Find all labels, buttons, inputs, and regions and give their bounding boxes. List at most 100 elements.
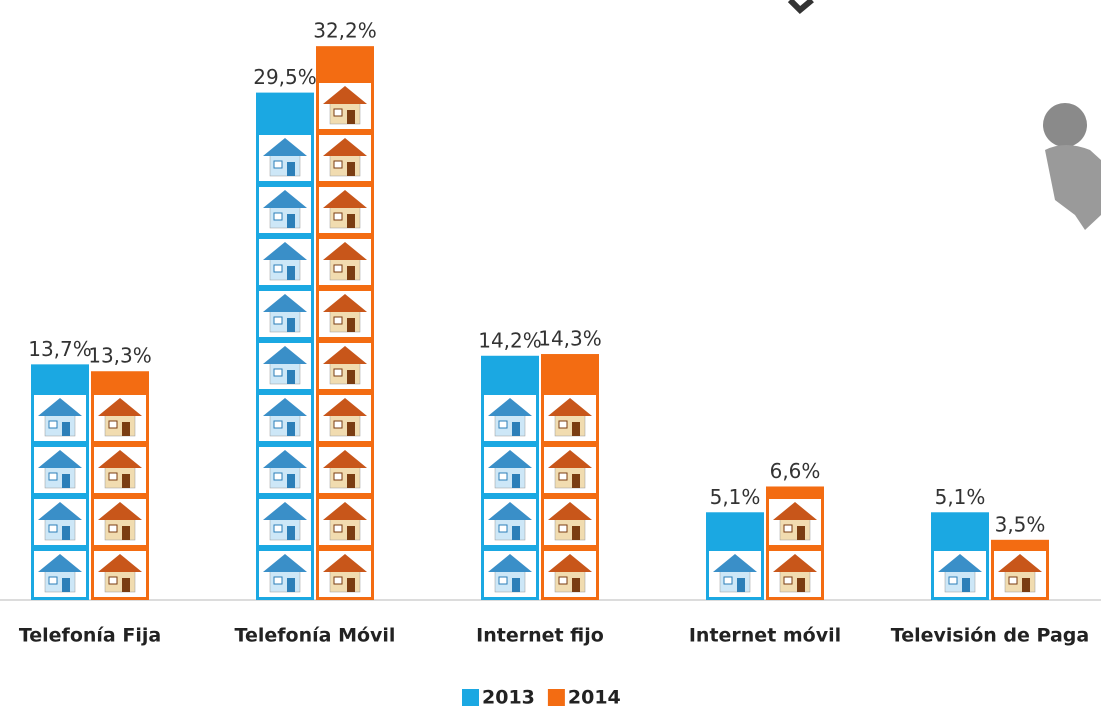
pictogram-roof	[998, 554, 1042, 572]
pictogram-door	[287, 318, 295, 332]
pictogram-door	[62, 578, 70, 592]
pictogram-roof	[263, 138, 307, 156]
x-tick-label: Televisión de Paga	[891, 625, 1089, 647]
pictogram-window	[333, 472, 343, 481]
pictogram-door	[797, 578, 805, 592]
pictogram-roof	[323, 346, 367, 364]
x-tick-label: Internet móvil	[689, 625, 841, 647]
pictogram	[94, 395, 146, 441]
pictogram-roof	[548, 398, 592, 416]
pictogram-window	[783, 524, 793, 533]
pictogram-window	[723, 576, 733, 585]
pictogram-window	[48, 576, 58, 585]
value-label: 13,7%	[28, 337, 92, 361]
pictogram-roof	[263, 398, 307, 416]
pictogram-window	[498, 472, 508, 481]
pictogram-window	[273, 524, 283, 533]
pictogram-window	[783, 576, 793, 585]
pictogram-roof	[323, 554, 367, 572]
pictogram	[319, 83, 371, 129]
pictogram-door	[572, 578, 580, 592]
pictogram	[544, 551, 596, 597]
pictogram-window	[498, 524, 508, 533]
pictogram-door	[122, 526, 130, 540]
pictogram-door	[512, 578, 520, 592]
value-label: 14,3%	[538, 327, 602, 351]
pictogram-window	[333, 212, 343, 221]
pictogram-window	[498, 576, 508, 585]
pictogram-door	[737, 578, 745, 592]
pictogram-roof	[713, 554, 757, 572]
pictogram	[484, 499, 536, 545]
pictogram-door	[62, 474, 70, 488]
pictogram-roof	[323, 86, 367, 104]
pictogram-door	[287, 162, 295, 176]
pictogram-door	[572, 526, 580, 540]
pictogram	[544, 447, 596, 493]
pictogram-roof	[263, 554, 307, 572]
pictogram	[544, 395, 596, 441]
pictogram	[484, 395, 536, 441]
pictogram	[259, 291, 311, 337]
pictogram-roof	[98, 398, 142, 416]
pictogram-door	[287, 370, 295, 384]
pictogram-door	[122, 474, 130, 488]
legend-swatch	[547, 689, 565, 706]
pictogram-roof	[323, 398, 367, 416]
pictogram-window	[273, 160, 283, 169]
value-label: 14,2%	[478, 328, 542, 352]
pictogram-door	[287, 578, 295, 592]
pictogram-window	[333, 160, 343, 169]
value-label: 5,1%	[710, 485, 761, 509]
pictogram	[259, 447, 311, 493]
pictogram-door	[62, 526, 70, 540]
pictogram-door	[512, 474, 520, 488]
pictogram-window	[273, 212, 283, 221]
pictogram-door	[347, 422, 355, 436]
pictogram	[319, 343, 371, 389]
pictogram-window	[333, 316, 343, 325]
pictogram-window	[108, 524, 118, 533]
pictogram-roof	[263, 450, 307, 468]
pictogram-door	[287, 266, 295, 280]
pictogram-door	[287, 422, 295, 436]
pictogram-roof	[38, 450, 82, 468]
pictogram-window	[48, 472, 58, 481]
pictogram-roof	[98, 554, 142, 572]
pictogram-door	[287, 474, 295, 488]
pictogram-door	[572, 422, 580, 436]
pictogram-door	[347, 266, 355, 280]
pictogram-window	[273, 368, 283, 377]
pictogram-window	[333, 264, 343, 273]
pictogram-door	[122, 422, 130, 436]
pictogram-roof	[488, 450, 532, 468]
pictogram	[319, 551, 371, 597]
pictogram-door	[347, 370, 355, 384]
pictogram-door	[347, 318, 355, 332]
pictogram-roof	[38, 502, 82, 520]
pictogram-roof	[263, 346, 307, 364]
pictogram	[319, 135, 371, 181]
pictogram-door	[62, 422, 70, 436]
pictogram-roof	[938, 554, 982, 572]
legend-swatch	[462, 689, 479, 706]
pictogram	[319, 291, 371, 337]
pictogram-window	[273, 264, 283, 273]
pictogram	[319, 499, 371, 545]
pictogram	[319, 187, 371, 233]
x-tick-label: Telefonía Fija	[19, 625, 161, 647]
pictogram	[259, 135, 311, 181]
pictogram-roof	[323, 190, 367, 208]
legend-label: 2013	[482, 687, 535, 708]
pictogram	[769, 551, 821, 597]
pictogram-window	[108, 472, 118, 481]
pictogram-door	[512, 526, 520, 540]
pictogram	[94, 447, 146, 493]
pictogram-window	[558, 576, 568, 585]
pictogram	[259, 343, 311, 389]
pictogram-window	[333, 524, 343, 533]
value-label: 32,2%	[313, 19, 377, 43]
pictogram-door	[287, 526, 295, 540]
pictogram-window	[558, 472, 568, 481]
pictogram-window	[558, 524, 568, 533]
